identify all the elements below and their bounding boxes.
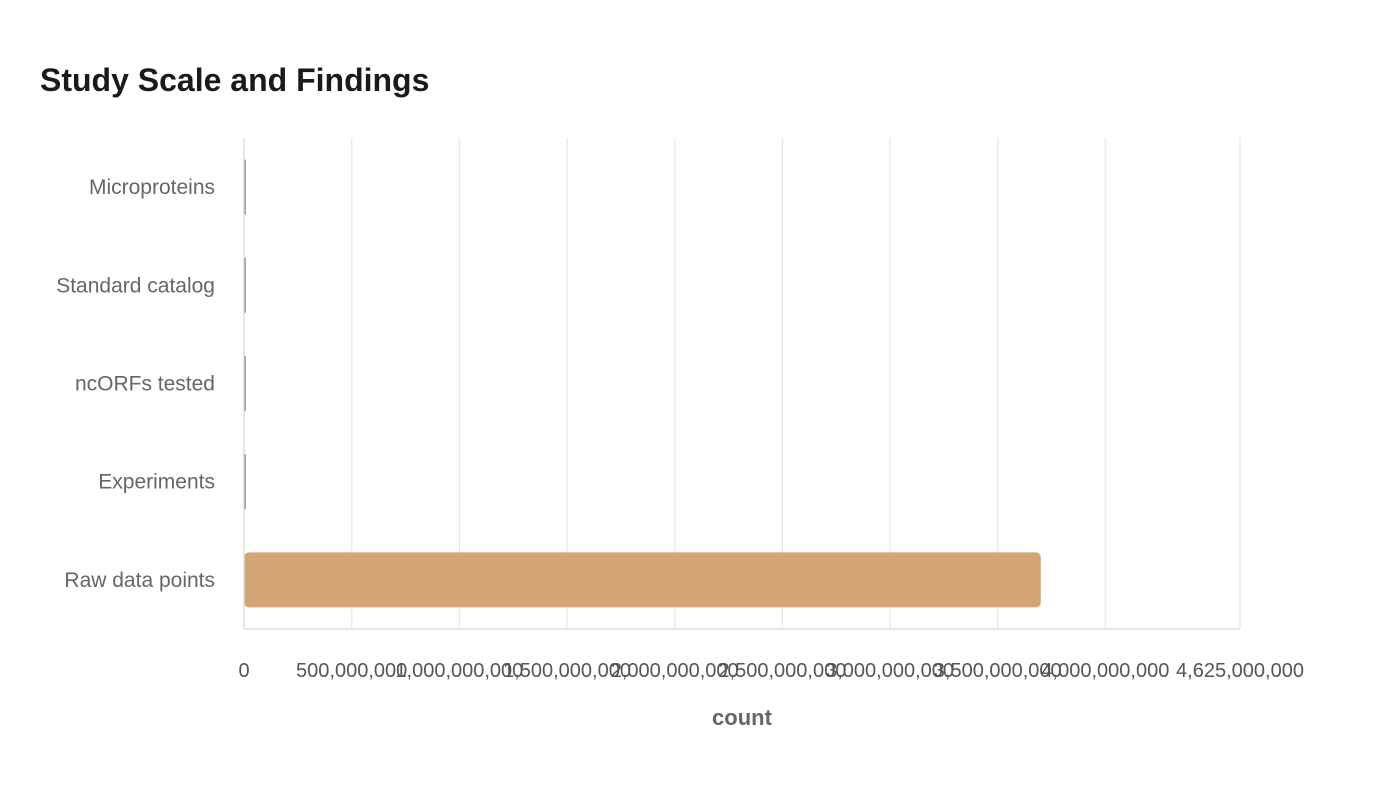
bar-raw-data-points xyxy=(244,552,1041,608)
category-label: Standard catalog xyxy=(56,274,215,297)
chart-title: Study Scale and Findings xyxy=(40,62,430,98)
category-label: Raw data points xyxy=(64,569,215,592)
axes xyxy=(243,138,1240,630)
x-tick-labels: 0 500,000,0001,000,000,0001,500,000,0002,… xyxy=(238,660,1304,682)
x-tick-label: 3,000,000,000 xyxy=(826,660,954,682)
category-label: Microproteins xyxy=(89,176,215,199)
x-tick-label: 500,000,000 xyxy=(296,660,407,682)
x-tick-label: 4,000,000,000 xyxy=(1041,660,1169,682)
bars xyxy=(244,159,1041,608)
x-tick-label: 1,500,000,000 xyxy=(503,660,631,682)
x-tick-label: 3,500,000,000 xyxy=(934,660,1062,682)
x-tick-label: 2,000,000,000 xyxy=(611,660,739,682)
x-tick-label: 4,625,000,000 xyxy=(1176,660,1304,682)
category-label: ncORFs tested xyxy=(75,373,215,396)
x-axis-title: count xyxy=(712,705,773,730)
x-tick-label: 2,500,000,000 xyxy=(718,660,846,682)
x-tick-label: 0 xyxy=(238,660,249,682)
grid-lines xyxy=(350,138,1241,629)
category-labels: Microproteins Standard catalog ncORFs test… xyxy=(56,176,215,592)
category-label: Experiments xyxy=(98,471,215,494)
x-tick-label: 1,000,000,000 xyxy=(395,660,523,682)
